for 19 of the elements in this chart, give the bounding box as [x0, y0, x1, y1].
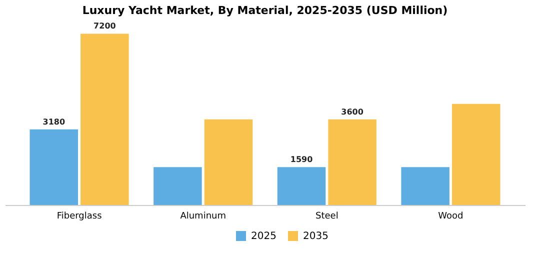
bar — [277, 167, 326, 205]
data-label: 7200 — [94, 22, 116, 31]
data-label: 1590 — [290, 155, 314, 164]
data-label: 3600 — [341, 107, 364, 116]
x-tick-label: Wood — [438, 212, 464, 222]
legend-label: 2035 — [303, 231, 328, 242]
x-tick-label: Steel — [315, 212, 338, 222]
x-tick-label: Fiberglass — [56, 212, 102, 222]
bar — [452, 104, 500, 205]
x-tick-label: Aluminum — [180, 212, 226, 222]
bar — [204, 119, 253, 205]
bar — [401, 167, 450, 205]
bar — [154, 167, 202, 205]
bar — [30, 129, 78, 205]
chart-title: Luxury Yacht Market, By Material, 2025-2035 (USD Million) — [82, 4, 448, 17]
data-label: 3180 — [42, 117, 66, 126]
legend-label: 2025 — [251, 231, 276, 242]
bar — [80, 34, 129, 205]
bar — [328, 119, 376, 205]
